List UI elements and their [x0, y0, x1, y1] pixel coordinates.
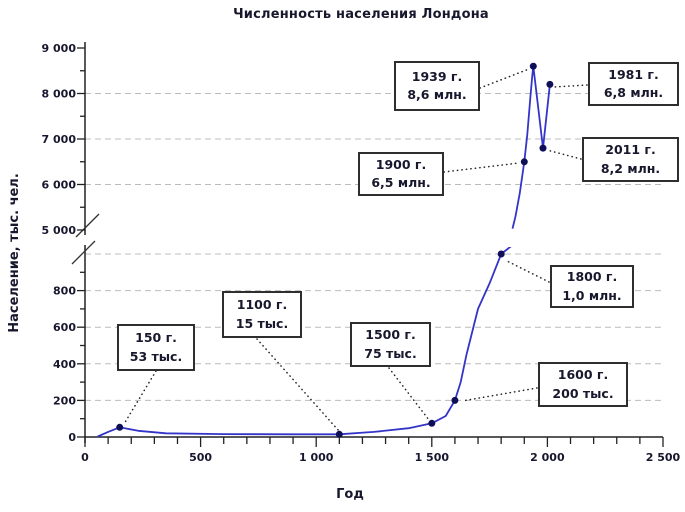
annotation-value: 53 тыс.: [129, 348, 183, 364]
annotation-year: 2011 г.: [605, 142, 656, 158]
y-tick-label: 600: [53, 321, 76, 334]
annotation-year: 1981 г.: [608, 66, 659, 82]
ticks-group: [77, 47, 664, 447]
axis-break-slash-bottom: [71, 240, 96, 265]
annotation-value: 75 тыс.: [364, 345, 417, 361]
data-point-1800: [497, 250, 505, 258]
population-line-upper: [511, 65, 551, 229]
annotation-box-1900: 1900 г. 6,5 млн.: [358, 152, 444, 196]
annotation-connector-2011: [553, 84, 588, 88]
y-tick-label: 0: [68, 431, 76, 444]
x-tick-label: 2 000: [530, 451, 565, 464]
data-point-1939: [529, 62, 537, 70]
x-tick-label: 500: [189, 451, 212, 464]
chart-title: Численность населения Лондона: [233, 7, 489, 22]
annotation-box-1600: 1600 г. 200 тыс.: [538, 362, 628, 407]
x-tick-label: 0: [81, 451, 89, 464]
series-group: [97, 62, 554, 438]
annotation-value: 1,0 млн.: [562, 287, 622, 303]
annotation-connector-1900: [443, 162, 520, 173]
annotation-year: 1939 г.: [411, 68, 463, 84]
annotation-box-1800: 1800 г. 1,0 млн.: [550, 265, 634, 308]
x-axis-title: Год: [336, 487, 364, 502]
y-axis-title: Население, тыс. чел.: [7, 173, 22, 333]
annotation-box-1939: 1939 г. 8,6 млн.: [394, 61, 480, 111]
annotation-year: 1500 г.: [365, 327, 416, 343]
annotation-connector-150: [123, 370, 157, 425]
annotation-value: 8,2 млн.: [600, 160, 661, 176]
annotation-connector-1800: [504, 259, 550, 283]
x-tick-label: 1 500: [415, 451, 450, 464]
y-tick-label: 200: [53, 394, 76, 407]
data-point-1600: [451, 396, 459, 404]
population-line-lower: [97, 247, 512, 438]
annotation-box-1500: 1500 г. 75 тыс.: [350, 322, 431, 367]
annotation-box-1981: 2011 г. 8,2 млн.: [582, 137, 679, 182]
data-point-1100: [335, 430, 343, 438]
annotation-connector-1600: [461, 387, 538, 402]
y-tick-label: 8 000: [42, 88, 77, 101]
annotation-connector-1939: [479, 68, 530, 89]
annotation-value: 200 тыс.: [552, 385, 614, 401]
data-point-150: [116, 423, 124, 431]
y-tick-label: 6 000: [42, 179, 77, 192]
data-point-1500: [428, 419, 436, 427]
data-point-2011: [546, 80, 554, 88]
axis-break-slash-top: [75, 213, 100, 238]
y-tick-label: 9 000: [42, 42, 77, 55]
annotation-year: 1900 г.: [375, 156, 427, 172]
data-point-1900: [520, 158, 528, 166]
tick-labels-group: 9 000 8 000 7 000 6 000 5 000 800 600 40…: [42, 42, 681, 464]
x-tick-label: 2 500: [646, 451, 681, 464]
annotation-connector-1981: [546, 149, 582, 160]
annotation-connector-1500: [388, 367, 430, 421]
annotation-year: 150 г.: [135, 330, 177, 346]
connectors-group: [123, 68, 588, 432]
annotation-box-150: 150 г. 53 тыс.: [117, 324, 195, 371]
annotation-value: 8,6 млн.: [407, 87, 467, 102]
annotation-year: 1100 г.: [236, 297, 288, 313]
annotation-value: 6,5 млн.: [371, 175, 431, 190]
y-tick-label: 7 000: [42, 133, 77, 146]
annotation-box-1100: 1100 г. 15 тыс.: [222, 291, 302, 338]
annotation-connector-1100: [256, 338, 340, 432]
annotation-value: 15 тыс.: [235, 315, 289, 331]
y-tick-label: 400: [53, 358, 76, 371]
annotation-year: 1800 г.: [566, 269, 618, 285]
annotation-year: 1600 г.: [557, 367, 609, 383]
y-tick-label: 800: [53, 285, 76, 298]
x-tick-label: 1 000: [299, 451, 334, 464]
annotation-box-2011: 1981 г. 6,8 млн.: [588, 62, 679, 106]
y-tick-label: 5 000: [42, 224, 77, 237]
data-point-1981: [539, 144, 547, 152]
annotation-value: 6,8 млн.: [603, 85, 664, 100]
